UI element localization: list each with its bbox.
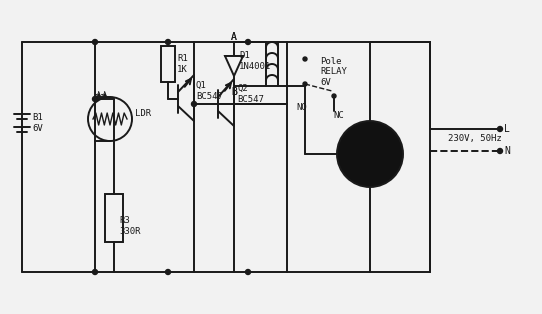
- Text: A: A: [231, 32, 237, 42]
- Text: NC: NC: [333, 111, 344, 120]
- Text: NO: NO: [296, 104, 307, 112]
- Text: N: N: [504, 146, 510, 156]
- Circle shape: [303, 82, 307, 86]
- Circle shape: [303, 57, 307, 61]
- Text: A: A: [231, 32, 237, 42]
- Bar: [105, 194, 123, 242]
- Circle shape: [498, 149, 502, 154]
- Text: LDR: LDR: [135, 110, 151, 118]
- Text: D1
1N4001: D1 1N4001: [239, 51, 271, 71]
- Text: L: L: [504, 124, 510, 134]
- Circle shape: [332, 94, 336, 98]
- Bar: [161, 46, 175, 82]
- Text: Q1
BC547: Q1 BC547: [196, 81, 223, 101]
- Text: Q2
BC547: Q2 BC547: [237, 84, 264, 104]
- Circle shape: [191, 101, 197, 106]
- Text: 230V, 50Hz: 230V, 50Hz: [448, 133, 502, 143]
- Polygon shape: [225, 56, 243, 76]
- Circle shape: [93, 40, 98, 45]
- Circle shape: [246, 269, 250, 274]
- Text: R1
1K: R1 1K: [177, 54, 188, 74]
- Circle shape: [93, 269, 98, 274]
- Circle shape: [337, 121, 403, 187]
- Circle shape: [246, 40, 250, 45]
- Circle shape: [93, 96, 98, 101]
- Text: Pole
RELAY
6V: Pole RELAY 6V: [320, 57, 347, 87]
- Text: B1
6V: B1 6V: [32, 113, 43, 133]
- Text: B: B: [231, 87, 237, 97]
- Text: R3
330R: R3 330R: [119, 216, 140, 236]
- Circle shape: [498, 127, 502, 132]
- Text: B: B: [231, 87, 237, 97]
- Circle shape: [165, 40, 171, 45]
- Circle shape: [165, 269, 171, 274]
